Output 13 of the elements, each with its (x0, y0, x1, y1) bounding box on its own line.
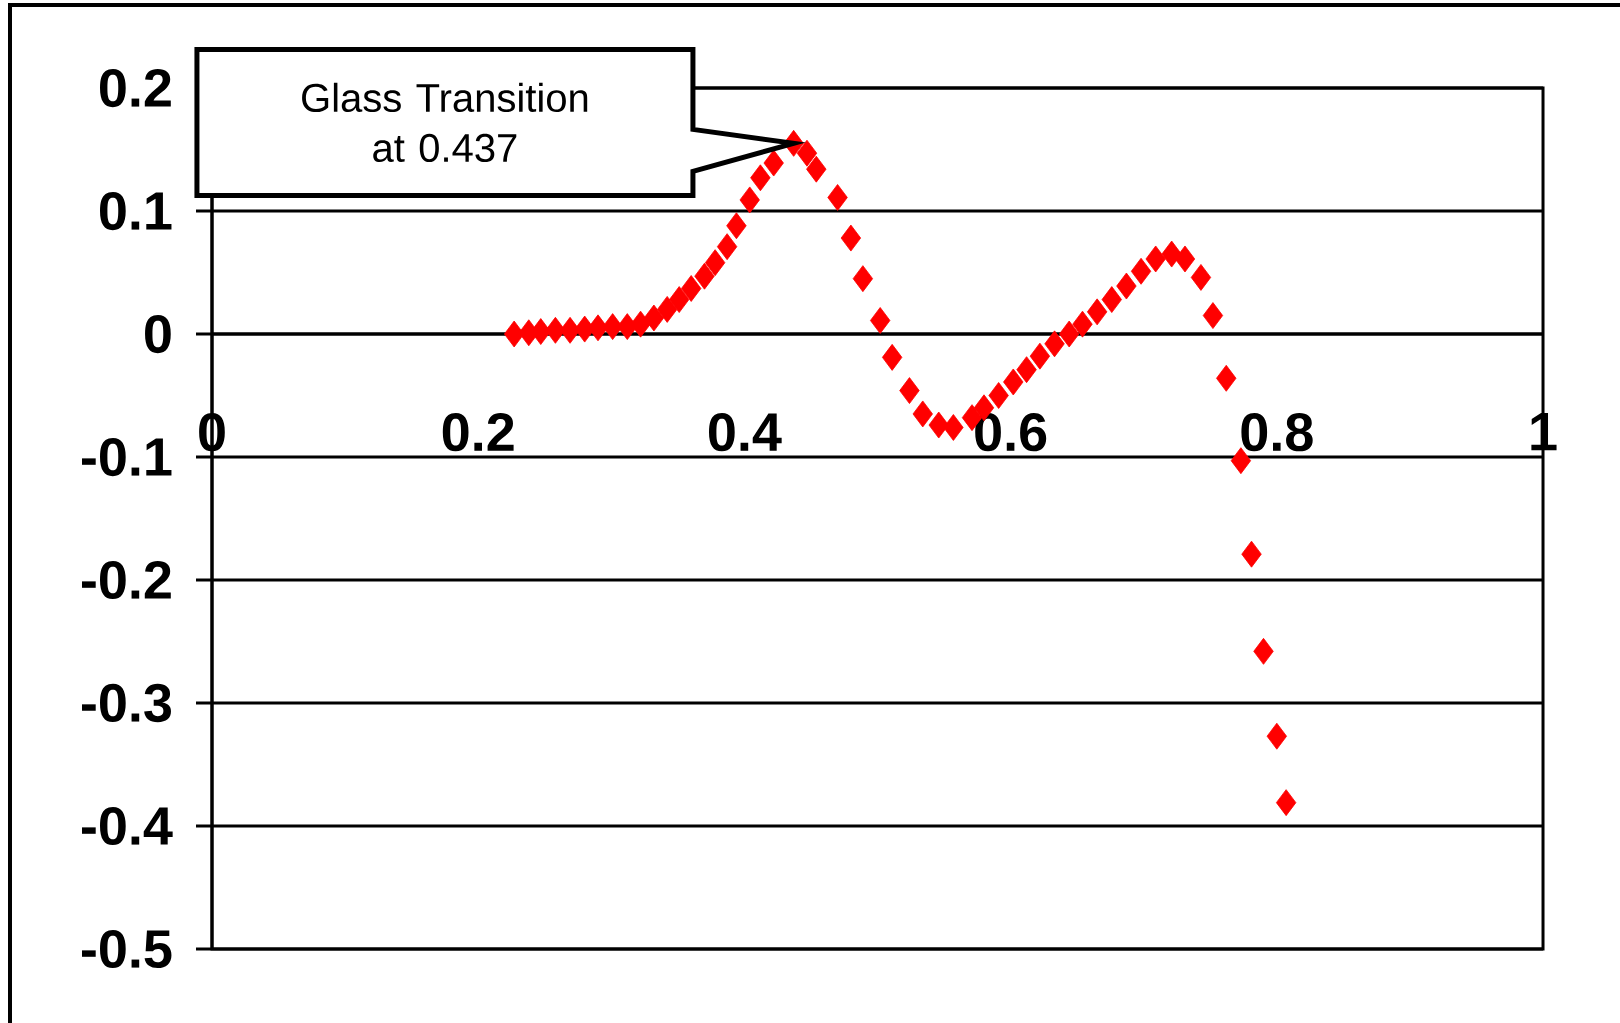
x-tick-label: 0.8 (1241, 413, 1313, 452)
annotation: Glass Transition at 0.437 (302, 82, 588, 163)
y-tick-label: 0 (145, 314, 171, 354)
y-tick-label: -0.2 (81, 560, 171, 600)
x-tick-label: 0.6 (975, 413, 1047, 452)
x-tick-label: 0.4 (709, 413, 782, 452)
x-tick-label: 0.2 (442, 413, 514, 452)
y-tick-label: -0.1 (81, 437, 172, 477)
y-tick-label: -0.4 (81, 806, 173, 846)
y-tick-label: 0.2 (100, 68, 171, 108)
y-tick-label: -0.5 (81, 929, 172, 969)
y-tick-label: 0.1 (100, 191, 172, 231)
y-tick-label: -0.3 (81, 683, 171, 723)
